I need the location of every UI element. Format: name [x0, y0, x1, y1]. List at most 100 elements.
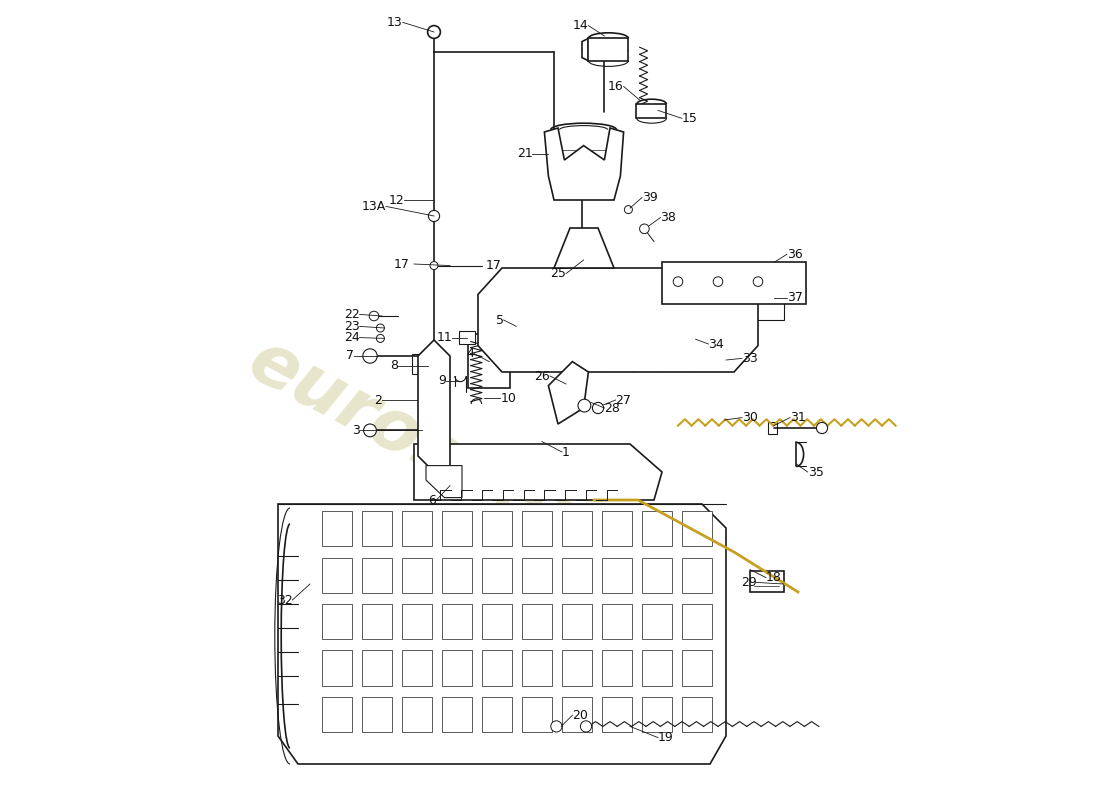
- Polygon shape: [637, 104, 666, 118]
- Text: 3: 3: [352, 424, 360, 437]
- Polygon shape: [412, 354, 428, 374]
- Text: 15: 15: [682, 112, 697, 125]
- Text: 34: 34: [708, 338, 724, 350]
- Text: 37: 37: [786, 291, 803, 304]
- Circle shape: [816, 422, 827, 434]
- Text: 32: 32: [277, 594, 293, 606]
- Polygon shape: [414, 444, 662, 500]
- Polygon shape: [568, 722, 578, 730]
- Text: 23: 23: [344, 320, 360, 333]
- Circle shape: [428, 26, 440, 38]
- Circle shape: [428, 210, 440, 222]
- Polygon shape: [602, 697, 632, 732]
- Text: 22: 22: [344, 308, 360, 321]
- Polygon shape: [362, 697, 393, 732]
- Text: 25: 25: [550, 267, 566, 280]
- Text: 9: 9: [438, 374, 446, 387]
- Circle shape: [593, 402, 604, 414]
- Polygon shape: [549, 362, 588, 424]
- Polygon shape: [554, 228, 614, 268]
- Text: 16: 16: [608, 80, 624, 93]
- Polygon shape: [662, 262, 806, 304]
- Text: 38: 38: [660, 211, 676, 224]
- Text: 17: 17: [394, 258, 410, 270]
- Polygon shape: [750, 290, 783, 320]
- Text: 5: 5: [496, 314, 504, 326]
- Polygon shape: [522, 511, 552, 546]
- Text: 14: 14: [573, 19, 588, 32]
- Polygon shape: [494, 290, 516, 336]
- Polygon shape: [682, 697, 713, 732]
- Circle shape: [625, 206, 632, 214]
- Polygon shape: [642, 650, 672, 686]
- Circle shape: [370, 311, 378, 321]
- Circle shape: [551, 721, 562, 732]
- Polygon shape: [482, 604, 513, 639]
- Circle shape: [430, 262, 438, 270]
- Text: 30: 30: [742, 411, 758, 424]
- Polygon shape: [562, 697, 593, 732]
- Polygon shape: [682, 604, 713, 639]
- Polygon shape: [362, 604, 393, 639]
- Text: 35: 35: [807, 466, 824, 478]
- Polygon shape: [750, 571, 783, 592]
- Polygon shape: [478, 268, 758, 372]
- Polygon shape: [418, 340, 450, 472]
- Polygon shape: [602, 558, 632, 593]
- Polygon shape: [682, 558, 713, 593]
- Polygon shape: [642, 697, 672, 732]
- Text: 1: 1: [562, 446, 570, 458]
- Polygon shape: [402, 650, 432, 686]
- Polygon shape: [642, 511, 672, 546]
- Polygon shape: [459, 331, 475, 344]
- Polygon shape: [278, 504, 726, 764]
- Polygon shape: [642, 604, 672, 639]
- Text: 39: 39: [642, 191, 658, 204]
- Polygon shape: [402, 511, 432, 546]
- Polygon shape: [402, 697, 432, 732]
- Polygon shape: [362, 511, 393, 546]
- Text: 29: 29: [740, 576, 757, 589]
- Polygon shape: [562, 604, 593, 639]
- Polygon shape: [402, 558, 432, 593]
- Circle shape: [581, 721, 592, 732]
- Polygon shape: [442, 697, 472, 732]
- Polygon shape: [562, 558, 593, 593]
- Text: 20: 20: [572, 709, 588, 722]
- Text: 28: 28: [604, 402, 620, 414]
- Text: 18: 18: [766, 571, 782, 584]
- Text: 7: 7: [346, 350, 354, 362]
- Polygon shape: [686, 320, 719, 346]
- Text: 2: 2: [374, 394, 382, 406]
- Polygon shape: [322, 650, 352, 686]
- Text: 27: 27: [616, 394, 631, 406]
- Circle shape: [376, 324, 384, 332]
- Polygon shape: [522, 604, 552, 639]
- Polygon shape: [562, 511, 593, 546]
- Polygon shape: [642, 558, 672, 593]
- Text: 6: 6: [429, 494, 437, 506]
- Polygon shape: [322, 697, 352, 732]
- Polygon shape: [322, 511, 352, 546]
- Text: 12: 12: [388, 194, 405, 206]
- Polygon shape: [482, 558, 513, 593]
- Text: authorised retailer since 1985: authorised retailer since 1985: [298, 501, 641, 699]
- Polygon shape: [544, 128, 624, 200]
- Polygon shape: [602, 604, 632, 639]
- Polygon shape: [562, 650, 593, 686]
- Circle shape: [364, 424, 376, 437]
- Polygon shape: [482, 511, 513, 546]
- Polygon shape: [322, 558, 352, 593]
- Polygon shape: [402, 604, 432, 639]
- Circle shape: [673, 277, 683, 286]
- Text: 4: 4: [466, 347, 474, 360]
- Polygon shape: [522, 558, 552, 593]
- Polygon shape: [442, 511, 472, 546]
- Circle shape: [363, 349, 377, 363]
- Polygon shape: [602, 650, 632, 686]
- Polygon shape: [522, 650, 552, 686]
- Circle shape: [376, 334, 384, 342]
- Text: eurospares: eurospares: [236, 326, 672, 602]
- Text: 33: 33: [742, 352, 758, 365]
- Text: 10: 10: [500, 392, 516, 405]
